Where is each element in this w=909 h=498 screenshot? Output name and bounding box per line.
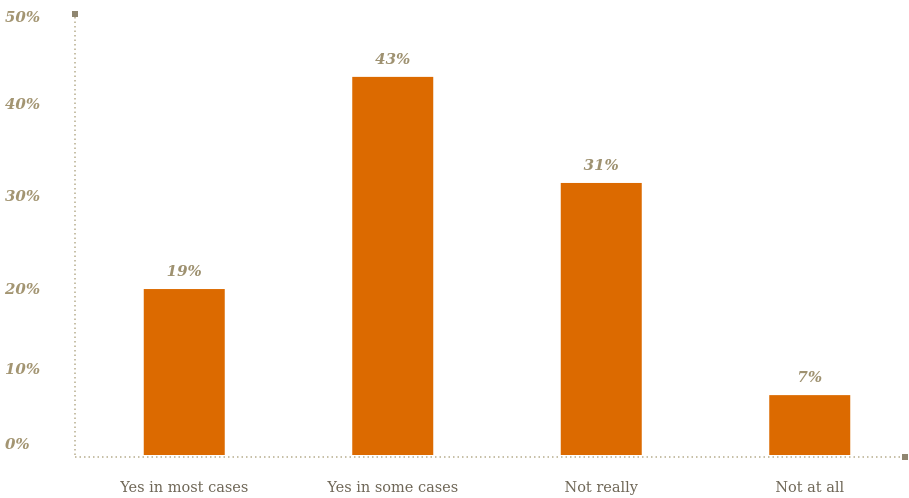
data-labels: 19% 43% 31% 7% (167, 50, 822, 386)
x-category-label: Not really (565, 480, 639, 496)
bar-value-label: 31% (584, 156, 619, 174)
bar-value-label: 7% (797, 368, 822, 386)
bar-not-at-all (769, 395, 851, 455)
y-tick-label: 40% (5, 95, 40, 113)
x-category-label: Yes in some cases (326, 480, 458, 496)
x-category-label: Yes in most cases (119, 480, 248, 496)
x-category-label: Not at all (775, 480, 844, 496)
y-axis-ticks: 0% 10% 20% 30% 40% 50% (4, 8, 40, 453)
y-tick-label: 50% (5, 8, 40, 26)
bar-yes-in-most-cases (143, 289, 225, 455)
x-axis-labels: Yes in most cases Yes in some cases Not re… (119, 480, 844, 496)
bar-value-label: 19% (167, 262, 202, 280)
bar-value-label: 43% (375, 50, 410, 68)
bar-not-really (560, 182, 642, 455)
y-tick-label: 0% (5, 435, 30, 453)
y-tick-label: 30% (5, 187, 40, 205)
bar-yes-in-some-cases (352, 76, 434, 455)
x-axis-end-marker (902, 454, 908, 460)
y-tick-label: 10% (5, 360, 40, 378)
axes (72, 11, 908, 460)
y-tick-label: 20% (4, 280, 40, 298)
y-axis-end-marker (72, 11, 78, 17)
bars (143, 76, 851, 455)
